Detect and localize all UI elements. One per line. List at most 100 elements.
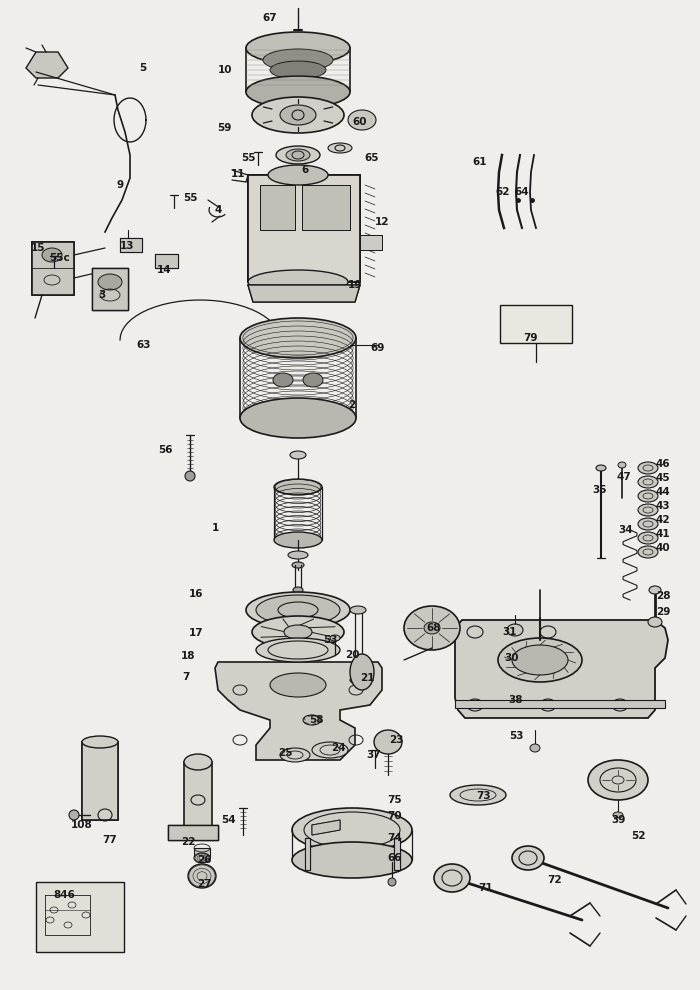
Polygon shape	[155, 254, 178, 268]
Text: 18: 18	[181, 651, 195, 661]
Text: 67: 67	[262, 13, 277, 23]
Text: 63: 63	[136, 340, 151, 350]
Polygon shape	[82, 742, 118, 820]
Text: 70: 70	[388, 811, 402, 821]
Text: 15: 15	[31, 243, 46, 253]
Ellipse shape	[246, 76, 350, 108]
Text: 30: 30	[505, 653, 519, 663]
Polygon shape	[305, 838, 310, 870]
Ellipse shape	[290, 451, 306, 459]
Ellipse shape	[512, 645, 568, 675]
Polygon shape	[394, 838, 400, 870]
Ellipse shape	[404, 606, 460, 650]
Ellipse shape	[450, 785, 506, 805]
Ellipse shape	[284, 625, 312, 639]
Text: 14: 14	[157, 265, 172, 275]
Text: 20: 20	[344, 650, 359, 660]
Text: 58: 58	[309, 715, 323, 725]
Polygon shape	[248, 285, 360, 302]
Ellipse shape	[638, 546, 658, 558]
Ellipse shape	[274, 479, 322, 495]
Text: 61: 61	[473, 157, 487, 167]
Text: 13: 13	[120, 241, 134, 251]
Polygon shape	[120, 238, 142, 252]
Ellipse shape	[293, 587, 303, 593]
Text: 5: 5	[139, 63, 146, 73]
Ellipse shape	[270, 61, 326, 79]
Text: 21: 21	[360, 673, 374, 683]
Text: 60: 60	[353, 117, 368, 127]
Ellipse shape	[350, 676, 366, 684]
Text: 9: 9	[116, 180, 124, 190]
Text: 72: 72	[547, 875, 562, 885]
Ellipse shape	[512, 846, 544, 870]
Ellipse shape	[292, 842, 412, 878]
Polygon shape	[312, 820, 340, 835]
Bar	[194, 848, 210, 858]
Text: 79: 79	[523, 333, 538, 343]
Text: 19: 19	[348, 280, 362, 290]
Ellipse shape	[312, 742, 348, 758]
Text: 11: 11	[231, 169, 245, 179]
Text: 53: 53	[509, 731, 524, 741]
Text: 25: 25	[278, 748, 293, 758]
Ellipse shape	[330, 635, 340, 641]
Text: 22: 22	[181, 837, 195, 847]
Ellipse shape	[374, 730, 402, 754]
Text: 846: 846	[53, 890, 75, 900]
Text: 62: 62	[496, 187, 510, 197]
Text: 31: 31	[503, 627, 517, 637]
Ellipse shape	[638, 462, 658, 474]
Ellipse shape	[638, 504, 658, 516]
Text: 17: 17	[189, 628, 203, 638]
Ellipse shape	[286, 149, 310, 161]
Ellipse shape	[292, 808, 412, 852]
Polygon shape	[168, 825, 218, 840]
Ellipse shape	[303, 373, 323, 387]
Text: 4: 4	[214, 205, 222, 215]
Text: 42: 42	[656, 515, 671, 525]
Ellipse shape	[588, 760, 648, 800]
Ellipse shape	[273, 373, 293, 387]
Bar	[500, 305, 572, 343]
Polygon shape	[360, 235, 382, 250]
Ellipse shape	[350, 606, 366, 614]
Polygon shape	[260, 185, 295, 230]
Ellipse shape	[248, 270, 348, 294]
Ellipse shape	[256, 638, 340, 662]
Text: 38: 38	[509, 695, 524, 705]
Text: 56: 56	[158, 445, 172, 455]
Ellipse shape	[252, 616, 344, 648]
Ellipse shape	[82, 736, 118, 748]
Text: 55: 55	[183, 193, 197, 203]
Text: 2: 2	[349, 400, 356, 410]
Ellipse shape	[270, 673, 326, 697]
Text: 64: 64	[514, 187, 529, 197]
Bar	[455, 700, 665, 708]
Ellipse shape	[263, 49, 333, 71]
Ellipse shape	[184, 754, 212, 770]
Ellipse shape	[507, 624, 523, 636]
Text: 3: 3	[99, 290, 106, 300]
Ellipse shape	[649, 586, 661, 594]
Text: 27: 27	[197, 879, 211, 889]
Text: 28: 28	[656, 591, 671, 601]
Text: 1: 1	[211, 523, 218, 533]
Ellipse shape	[434, 864, 470, 892]
Text: 29: 29	[656, 607, 670, 617]
Polygon shape	[248, 175, 360, 282]
Text: 69: 69	[371, 343, 385, 353]
Ellipse shape	[276, 146, 320, 164]
Text: 35: 35	[593, 485, 608, 495]
Ellipse shape	[194, 853, 210, 863]
Text: 26: 26	[197, 855, 211, 865]
Text: 34: 34	[619, 525, 634, 535]
Text: 7: 7	[182, 672, 190, 682]
Ellipse shape	[69, 810, 79, 820]
Ellipse shape	[280, 748, 310, 762]
Text: 77: 77	[103, 835, 118, 845]
Text: 59: 59	[217, 123, 231, 133]
Ellipse shape	[638, 532, 658, 544]
Ellipse shape	[388, 878, 396, 886]
Ellipse shape	[638, 518, 658, 530]
